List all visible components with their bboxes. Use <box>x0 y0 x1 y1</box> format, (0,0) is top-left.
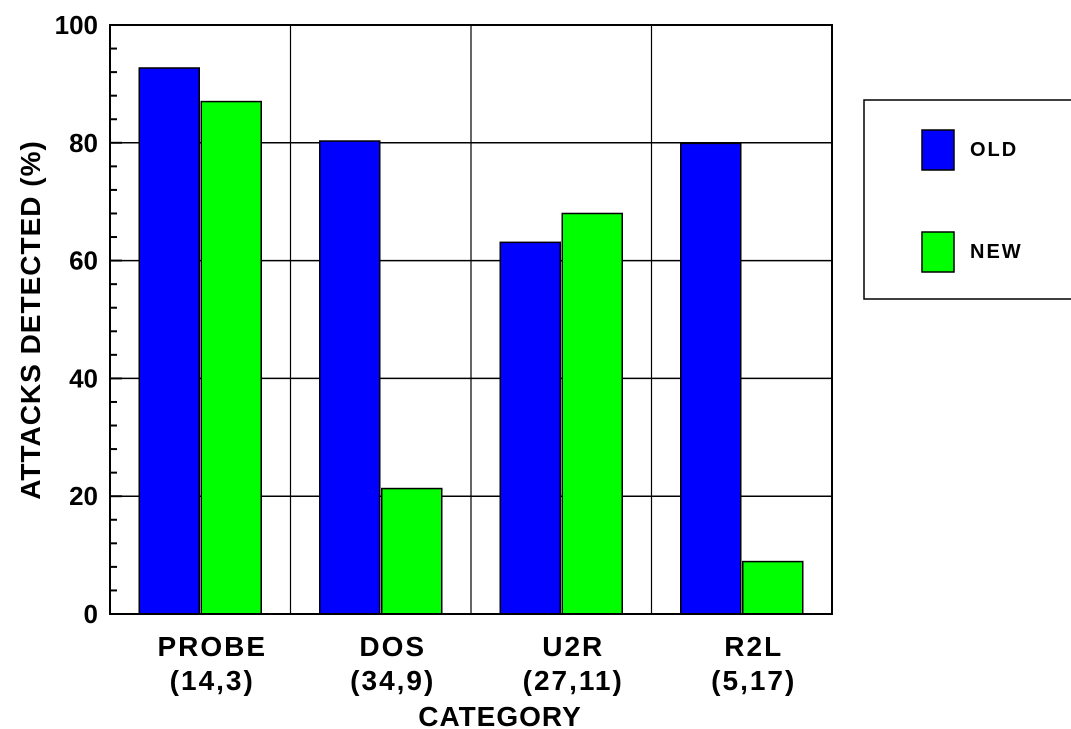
x-axis-title: CATEGORY <box>418 701 582 729</box>
bar-new-probe <box>200 100 262 615</box>
legend-swatch-old <box>921 129 955 171</box>
x-tick-label: PROBE <box>157 631 267 662</box>
y-tick-label: 60 <box>69 246 98 276</box>
legend-box <box>863 99 1071 300</box>
y-tick-label: 0 <box>84 599 98 629</box>
axes-group <box>109 24 833 615</box>
plot-frame <box>109 24 833 615</box>
x-tick-sublabel: (14,3) <box>170 665 255 696</box>
y-tick-label: 100 <box>55 10 98 40</box>
bar-old-u2r <box>499 241 561 615</box>
bar-new-dos <box>381 487 443 615</box>
x-tick-labels: PROBE(14,3) DOS(34,9) U2R(27,11) R2L(5,17) <box>157 631 796 696</box>
legend-label-old: OLD <box>970 139 1018 161</box>
x-tick-sublabel: (34,9) <box>350 665 435 696</box>
bar-new-u2r <box>561 212 623 615</box>
y-tick-label: 20 <box>69 481 98 511</box>
x-tick-label: U2R <box>542 631 604 662</box>
x-tick-label: DOS <box>359 631 426 662</box>
legend-swatch-new <box>921 231 955 273</box>
y-tick-label: 40 <box>69 363 98 393</box>
y-axis-title: ATTACKS DETECTED (%) <box>15 140 46 500</box>
x-tick-sublabel: (27,11) <box>523 665 624 696</box>
legend-label-new: NEW <box>970 241 1023 263</box>
bar-old-probe <box>138 67 200 615</box>
legend: OLD NEW <box>863 99 1071 300</box>
bar-old-dos <box>319 140 381 615</box>
bars-group <box>138 67 804 615</box>
y-tick-label: 80 <box>69 128 98 158</box>
x-tick-sublabel: (5,17) <box>711 665 796 696</box>
bar-new-r2l <box>742 560 804 615</box>
x-tick-label: R2L <box>724 631 783 662</box>
bar-old-r2l <box>680 142 742 615</box>
y-tick-labels: 0 20 40 60 80 100 <box>55 10 98 629</box>
